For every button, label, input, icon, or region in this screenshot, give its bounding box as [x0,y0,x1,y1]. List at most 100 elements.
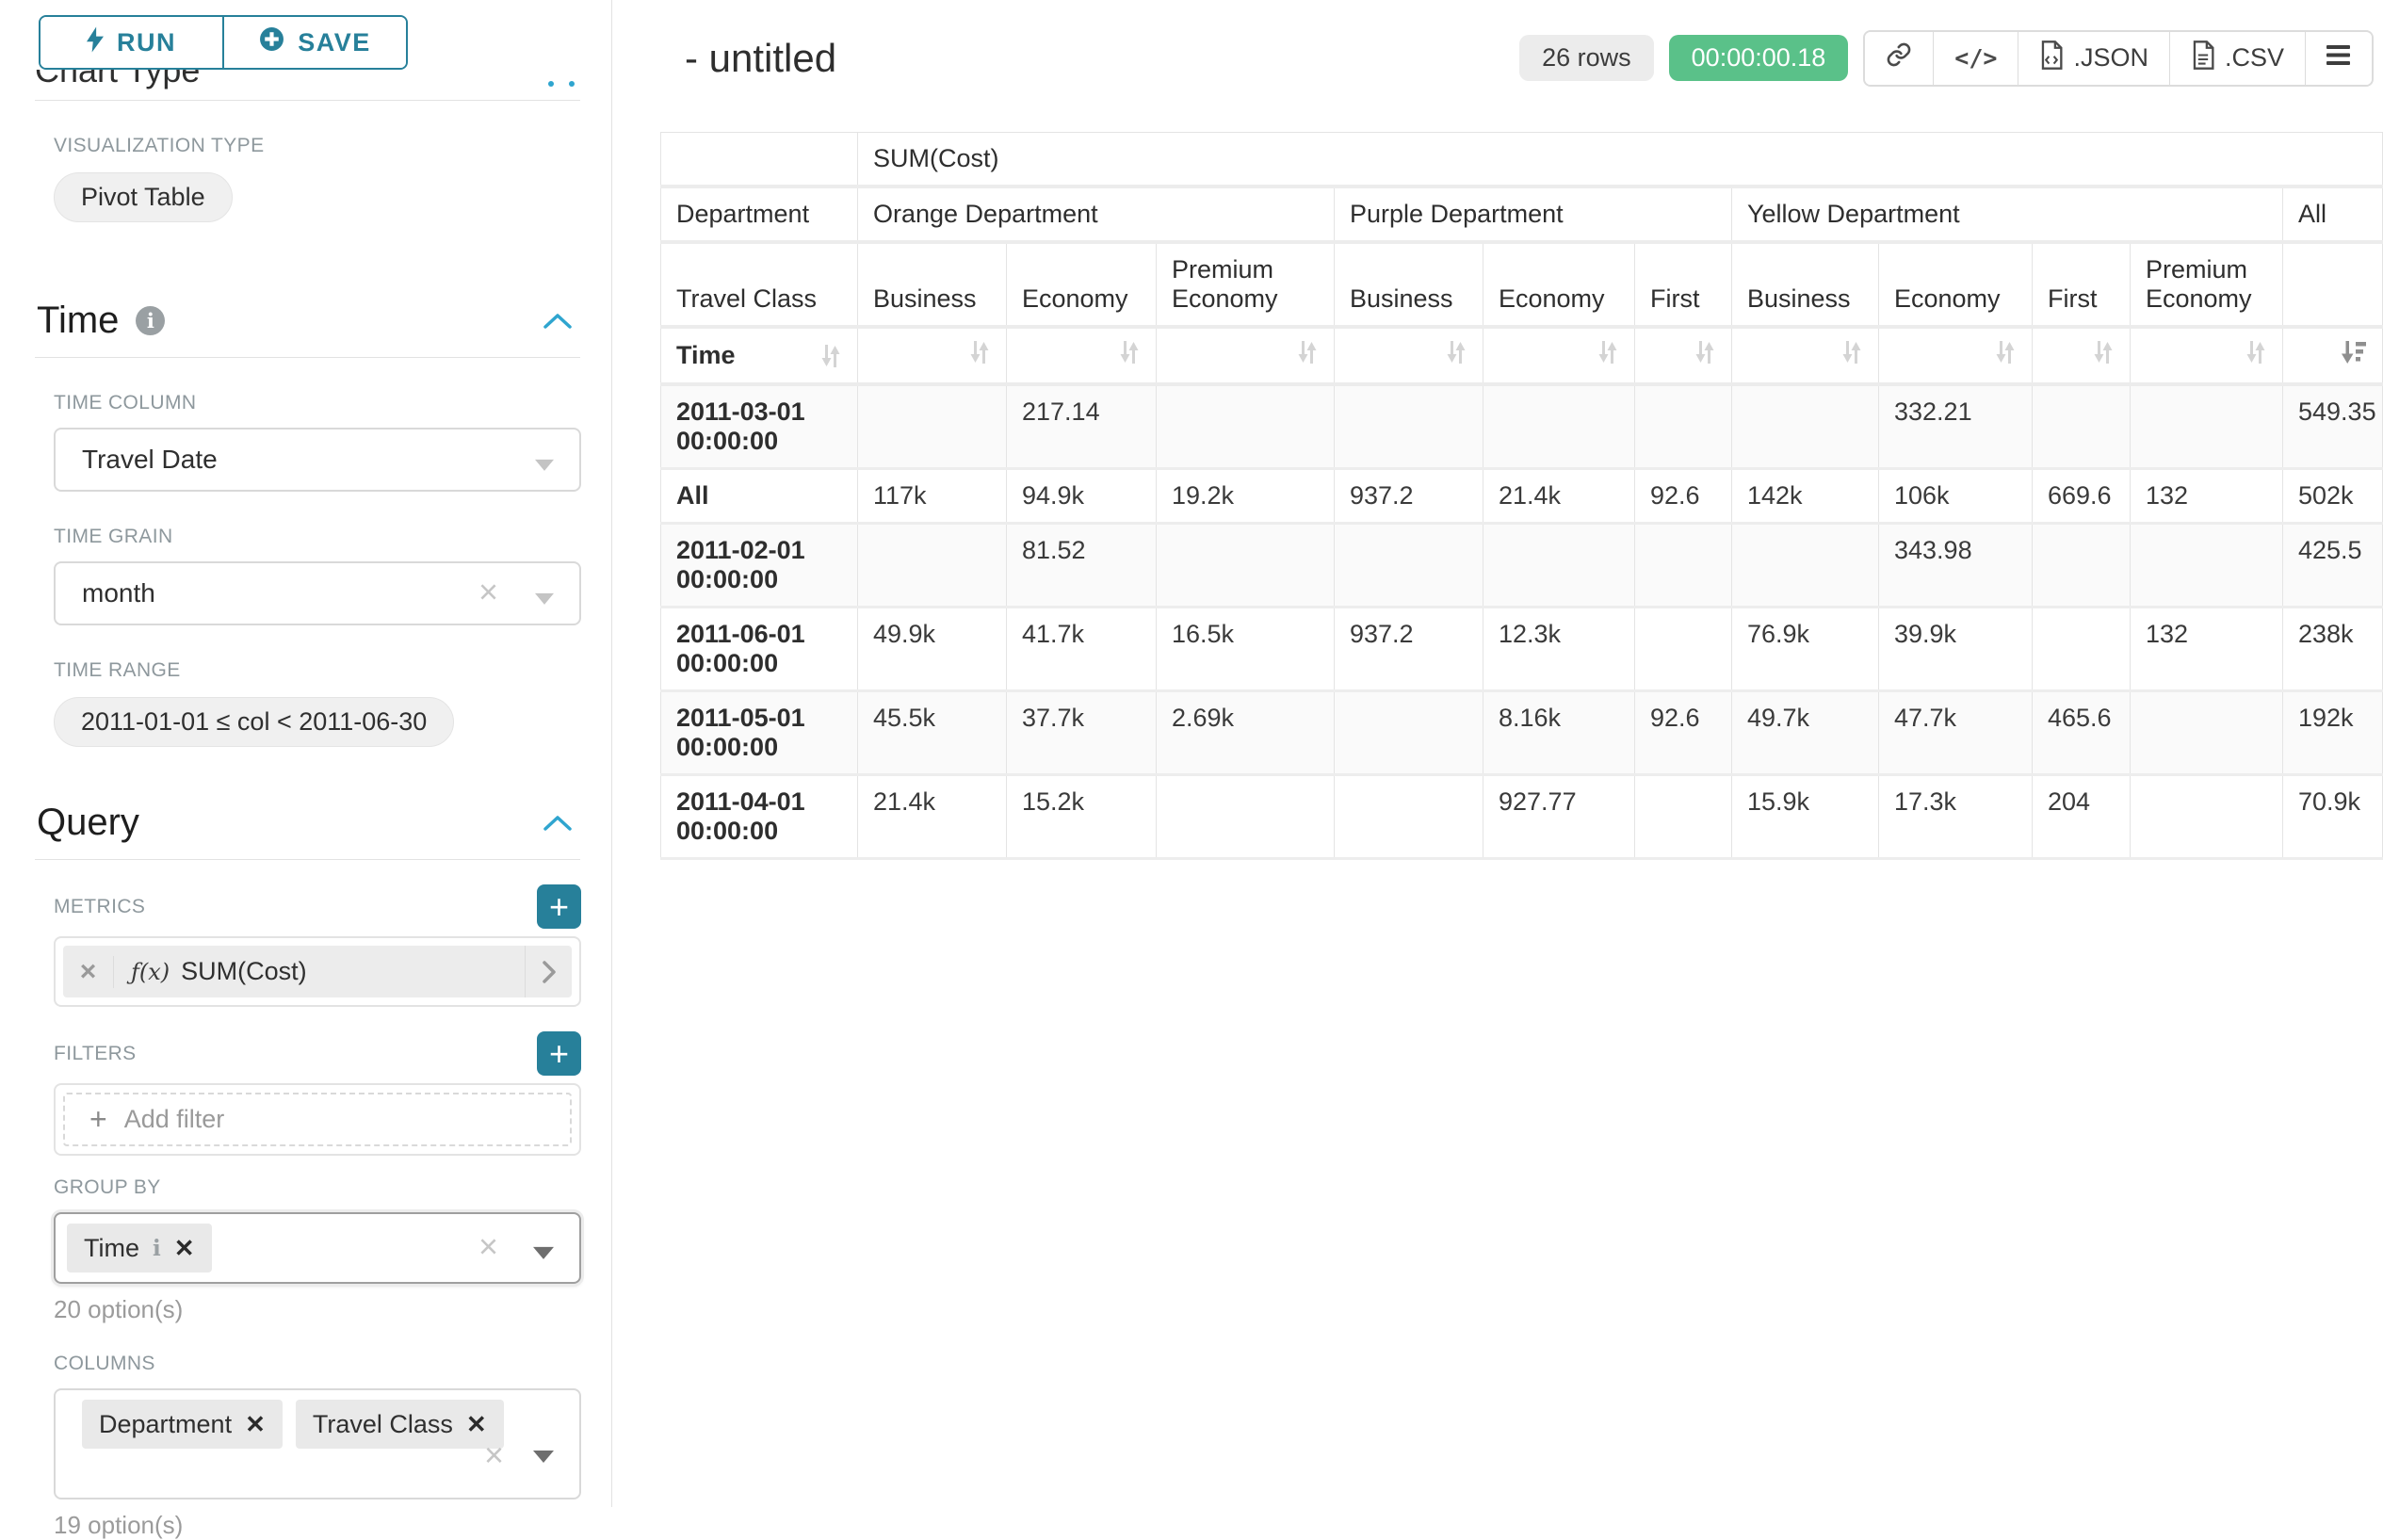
group-by-options-hint: 20 option(s) [54,1295,184,1323]
table-row: 2011-05-01 00:00:00 45.5k 37.7k 2.69k 8.16k 9… [660,690,2383,776]
clear-x-icon[interactable]: × [478,572,498,611]
metric-chip[interactable]: × ƒ(x) SUM(Cost) [63,946,572,997]
pivot-value-cell [2130,383,2283,470]
add-filter-button[interactable]: + [537,1031,581,1076]
pivot-table: SUM(Cost) Department Orange Department Purp… [660,132,2383,860]
query-timer-badge: 00:00:00.18 [1668,35,1849,81]
time-section-header[interactable]: Time i [37,300,580,342]
pivot-sort-cell [1483,326,1635,386]
sort-icon[interactable] [2245,340,2267,371]
pivot-row-label: 2011-05-01 00:00:00 [660,690,858,776]
time-range-value[interactable]: 2011-01-01 ≤ col < 2011-06-30 [54,697,455,747]
chevron-up-icon[interactable] [543,313,573,330]
group-by-chip[interactable]: Time i ✕ [67,1224,212,1273]
pivot-value-cell: 16.5k [1156,607,1335,692]
add-filter-dropzone[interactable]: + Add filter [63,1093,572,1146]
pivot-value-cell: 15.2k [1006,774,1157,860]
time-grain-select[interactable]: month × [54,561,581,625]
caret-down-icon[interactable] [532,1237,555,1267]
columns-chip[interactable]: Department ✕ [82,1400,283,1449]
chart-type-caret-clipped-icon [548,81,554,87]
export-button-group: </> .JSON .CSV [1863,29,2374,87]
sort-icon[interactable] [1840,340,1863,371]
sort-icon[interactable] [1445,340,1467,371]
save-button[interactable]: SAVE [222,17,406,68]
sort-icon[interactable] [968,340,991,371]
divider [35,100,580,101]
chart-type-heading: Chart Type [35,70,201,89]
pivot-value-cell: 117k [857,468,1007,525]
chip-remove-icon[interactable]: ✕ [245,1409,266,1438]
pivot-value-cell [1156,383,1335,470]
run-button[interactable]: RUN [41,17,222,68]
chip-label: Time [84,1233,139,1262]
columns-select[interactable]: Department ✕ Travel Class ✕ × [54,1388,581,1499]
pivot-value-cell: 70.9k [2281,774,2383,860]
pivot-value-cell: 192k [2281,690,2383,776]
pivot-dim-travel-class-label: Travel Class [660,241,858,329]
pivot-col-header: Economy [1006,241,1157,329]
visualization-type-label: VISUALIZATION TYPE [54,135,265,156]
sort-icon[interactable] [1296,340,1319,371]
chip-remove-icon[interactable]: ✕ [465,1409,487,1438]
caret-down-icon [534,582,555,612]
remove-metric-icon[interactable]: × [63,955,114,988]
pivot-value-cell: 21.4k [1483,468,1635,525]
metrics-label: METRICS [54,895,146,917]
visualization-type-value[interactable]: Pivot Table [54,172,233,222]
export-csv-button[interactable]: .CSV [2168,31,2305,85]
share-link-button[interactable] [1865,31,1934,85]
pivot-value-cell: 465.6 [2032,690,2131,776]
pivot-col-header: First [2032,241,2131,329]
pivot-value-cell: 49.9k [857,607,1007,692]
expand-metric-icon[interactable] [525,946,572,997]
sort-icon[interactable] [1994,340,2017,371]
pivot-value-cell: 937.2 [1334,468,1483,525]
chart-title[interactable]: - untitled [685,35,837,80]
pivot-sort-cell [1156,326,1335,386]
link-icon [1886,41,1912,74]
clear-x-icon[interactable]: × [483,1435,504,1474]
pivot-value-cell: 217.14 [1006,383,1157,470]
chip-remove-icon[interactable]: ✕ [173,1233,195,1262]
sort-icon[interactable] [1118,340,1141,371]
group-by-select[interactable]: Time i ✕ × [54,1212,581,1284]
pivot-sort-cell [2032,326,2131,386]
query-section-header[interactable]: Query [37,802,580,844]
menu-button[interactable] [2305,31,2372,85]
chevron-up-icon[interactable] [543,815,573,832]
time-grain-value: month [82,578,155,608]
divider [35,859,580,860]
pivot-sort-cell [857,326,1007,386]
pivot-value-cell: 549.35 [2281,383,2383,470]
columns-chip[interactable]: Travel Class ✕ [295,1400,504,1449]
pivot-value-cell [2130,774,2283,860]
pivot-value-cell [857,523,1007,608]
pivot-value-cell: 937.2 [1334,607,1483,692]
embed-code-button[interactable]: </> [1933,31,2018,85]
caret-down-icon[interactable] [532,1440,555,1470]
add-metric-button[interactable]: + [537,884,581,929]
query-section-title: Query [37,802,139,843]
pivot-value-cell [1334,523,1483,608]
sort-icon[interactable] [819,344,842,368]
pivot-sort-cell [1006,326,1157,386]
sort-icon[interactable] [1597,340,1619,371]
time-range-label: TIME RANGE [54,659,181,681]
plus-circle-icon [259,26,284,58]
pivot-value-cell: 204 [2032,774,2131,860]
time-column-select[interactable]: Travel Date [54,428,581,492]
caret-down-icon [534,448,555,478]
sort-desc-active-icon[interactable] [2341,340,2367,371]
metrics-box: × ƒ(x) SUM(Cost) [54,936,581,1007]
export-json-button[interactable]: .JSON [2018,31,2169,85]
pivot-value-cell: 81.52 [1006,523,1157,608]
pivot-value-cell [1483,383,1635,470]
clear-x-icon[interactable]: × [478,1226,498,1266]
run-button-label: RUN [117,27,176,57]
table-row: 2011-03-01 00:00:00 217.14 332.21 549.35 [660,383,2383,470]
sort-icon[interactable] [2092,340,2115,371]
sort-icon[interactable] [1694,340,1716,371]
pivot-value-cell: 132 [2130,607,2283,692]
hamburger-menu-icon [2326,43,2351,73]
